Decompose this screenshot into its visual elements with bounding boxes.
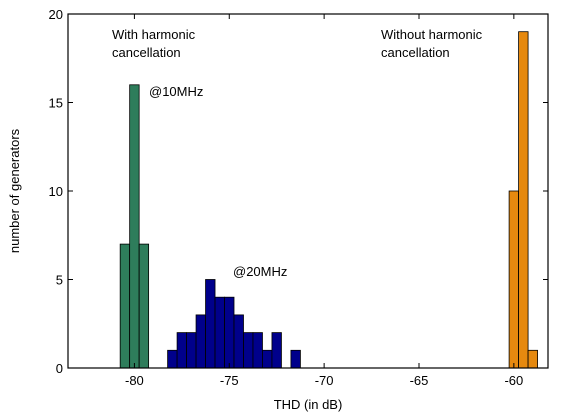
histogram-bar-s1-2: [186, 332, 197, 369]
x-tick-label: -75: [220, 373, 239, 388]
annotation-with-harmonic-line1: With harmonic: [112, 27, 196, 42]
histogram-bar-s2-0: [508, 190, 519, 369]
histogram-bars: [119, 31, 538, 369]
histogram-bar-s1-11: [271, 332, 282, 369]
y-tick-label: 10: [49, 184, 63, 199]
histogram-bar-s0-0: [119, 243, 131, 369]
annotation-at-10mhz: @10MHz: [149, 84, 203, 99]
histogram-bar-s1-5: [214, 296, 225, 369]
histogram-bar-s0-1: [129, 84, 140, 369]
x-tick-label: -60: [504, 373, 523, 388]
histogram-bar-s1-1: [176, 332, 187, 369]
x-tick-label: -80: [125, 373, 144, 388]
histogram-bar-s1-8: [243, 332, 254, 369]
histogram-bar-s1-10: [262, 349, 273, 369]
histogram-bar-s1-12: [290, 349, 301, 369]
y-tick-label: 5: [56, 273, 63, 288]
histogram-bar-s1-6: [224, 296, 235, 369]
annotation-at-20mhz: @20MHz: [233, 264, 287, 279]
x-axis-label: THD (in dB): [274, 397, 343, 412]
y-tick-label: 15: [49, 96, 63, 111]
histogram-bar-s0-2: [138, 243, 150, 369]
histogram-bar-s2-1: [518, 31, 529, 369]
annotation-with-harmonic-line2: cancellation: [112, 45, 181, 60]
histogram-bar-s1-9: [252, 332, 263, 369]
x-tick-label: -70: [315, 373, 334, 388]
y-axis-label: number of generators: [7, 128, 22, 253]
annotation-without-harmonic-line2: cancellation: [381, 45, 450, 60]
x-tick-label: -65: [410, 373, 429, 388]
histogram-bar-s1-3: [195, 314, 206, 369]
histogram-bar-s1-4: [205, 279, 216, 369]
histogram-bar-s1-7: [233, 314, 244, 369]
histogram-bar-s2-2: [527, 349, 538, 369]
y-tick-label: 0: [56, 361, 63, 376]
axis-ticks: -80 -75 -70 -65 -60 0 5 10 15 20: [49, 7, 548, 388]
histogram-bar-s1-0: [167, 349, 178, 369]
y-tick-label: 20: [49, 7, 63, 22]
annotation-without-harmonic-line1: Without harmonic: [381, 27, 483, 42]
